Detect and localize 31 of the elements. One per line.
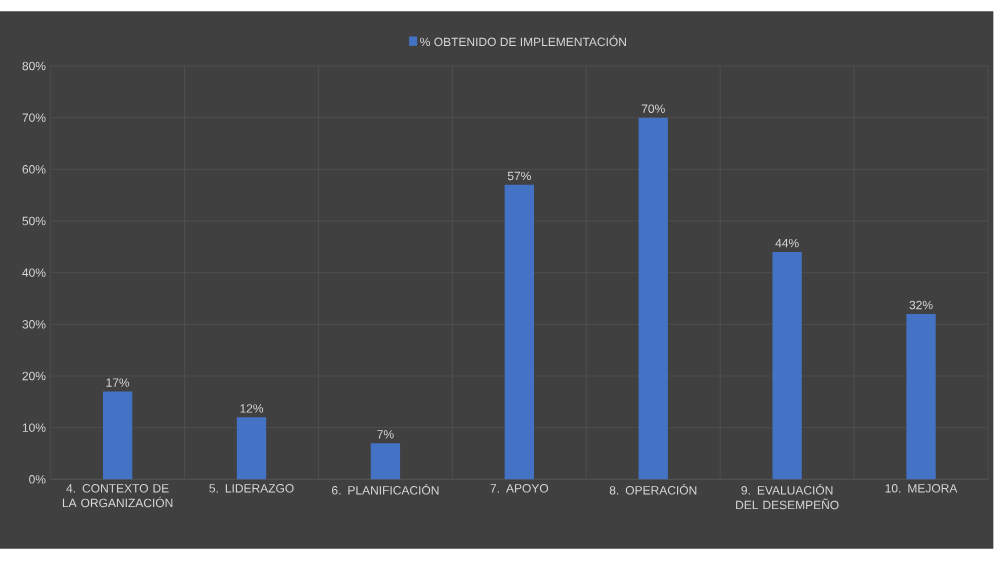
y-tick-label: 0%: [29, 475, 46, 484]
bar: [772, 252, 802, 480]
data-label: 70%: [641, 104, 665, 113]
legend-label: % OBTENIDO DE IMPLEMENTACIÓN: [420, 35, 626, 47]
bar: [236, 417, 267, 480]
data-label: 57%: [507, 171, 531, 181]
x-tick-label: 9. EVALUACIÓN DEL DESEMPEÑO: [736, 484, 839, 510]
x-tick-label: 10. MEJORA: [885, 484, 958, 493]
y-tick-label: 70%: [22, 113, 46, 122]
data-label: 7%: [377, 430, 394, 439]
bar: [102, 391, 133, 480]
bar: [370, 443, 401, 480]
bar: [638, 117, 668, 480]
bar: [504, 184, 534, 480]
x-tick-label: 5. LIDERAZGO: [209, 484, 294, 493]
x-tick-label: 4. CONTEXTO DE LA ORGANIZACIÓN: [62, 484, 173, 508]
bar: [906, 314, 936, 480]
y-tick-label: 20%: [22, 371, 46, 381]
x-tick-label: 7. APOYO: [490, 484, 549, 493]
y-tick-label: 60%: [22, 165, 46, 174]
data-label: 17%: [106, 378, 130, 387]
x-tick-label: 8. OPERACIÓN: [609, 484, 697, 495]
x-tick-label: 6. PLANIFICACIÓN: [332, 484, 439, 495]
data-label: 12%: [240, 404, 264, 413]
y-tick-label: 30%: [22, 320, 46, 329]
y-tick-label: 80%: [22, 61, 46, 71]
y-tick-label: 10%: [22, 423, 46, 432]
y-tick-label: 50%: [22, 216, 46, 226]
data-label: 44%: [775, 238, 799, 248]
data-label: 32%: [909, 300, 933, 310]
y-tick-label: 40%: [22, 268, 46, 277]
